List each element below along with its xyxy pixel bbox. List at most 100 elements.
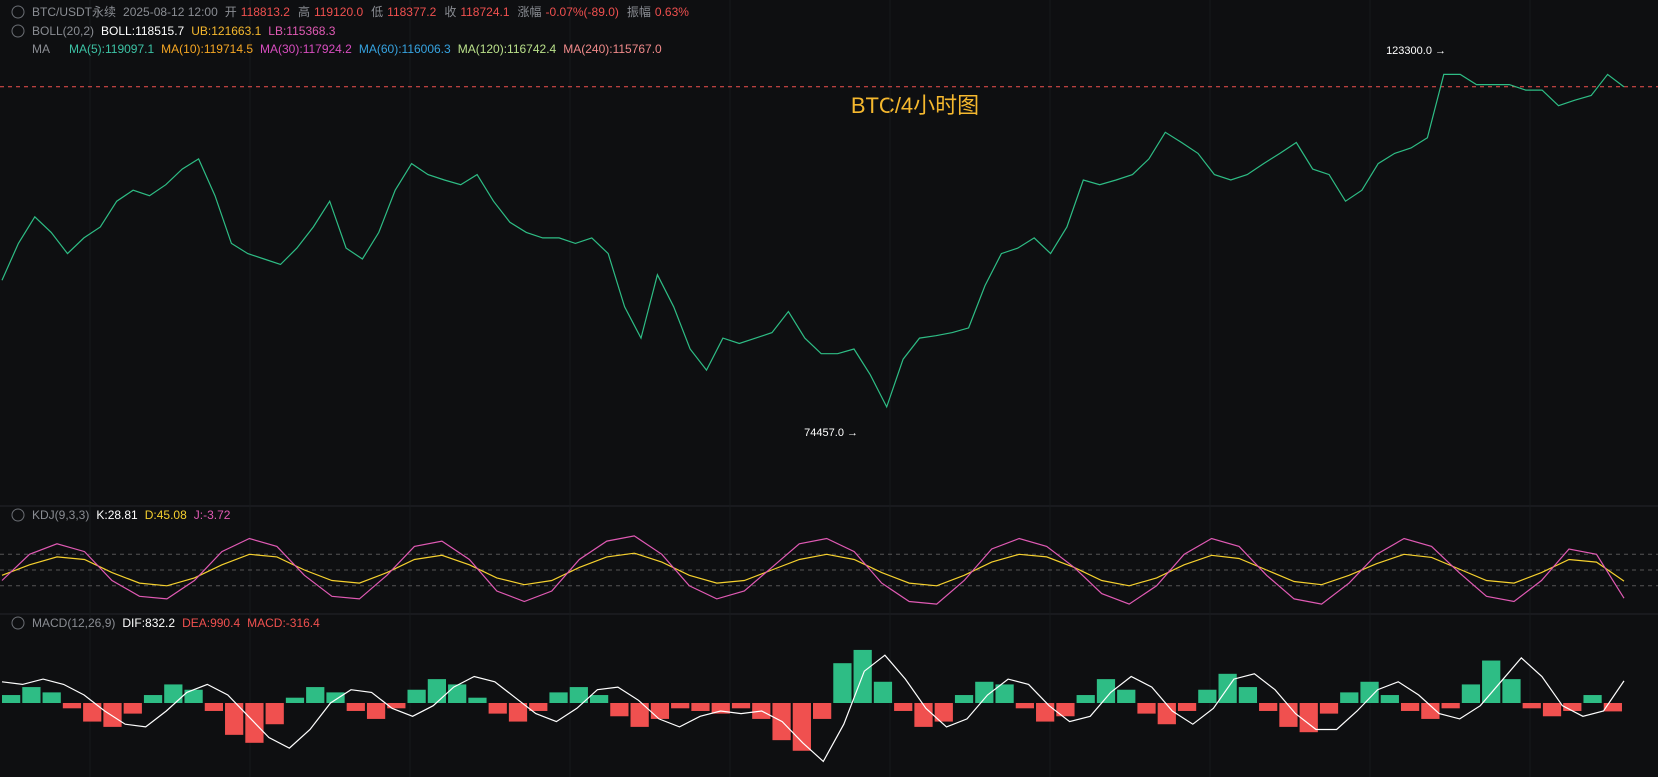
histogram-bar xyxy=(1319,703,1339,714)
toggle[interactable] xyxy=(11,24,25,38)
field-label: 低 xyxy=(371,5,384,19)
indicator-name: MACD(12,26,9) xyxy=(32,616,116,630)
histogram-bar xyxy=(1279,703,1298,727)
histogram-bar xyxy=(630,703,649,727)
histogram-bar xyxy=(1238,687,1258,703)
indicator-name: KDJ(9,3,3) xyxy=(32,508,90,522)
indicator-value: MA(30):117924.2 xyxy=(260,42,352,56)
low-annotation: 74457.0 → xyxy=(804,427,858,439)
indicator-value: MA(120):116742.4 xyxy=(457,42,557,56)
histogram-bar xyxy=(204,703,223,711)
histogram-bar xyxy=(894,703,913,711)
kdj-items: K:28.81 D:45.08 J:-3.72 xyxy=(96,507,230,523)
indicator-value: DEA:990.4 xyxy=(182,616,241,630)
histogram-bar xyxy=(2,695,21,703)
indicator-value: MA(60):116006.3 xyxy=(358,42,451,56)
histogram-bar xyxy=(1421,703,1440,719)
histogram-bar xyxy=(488,703,507,714)
histogram-bar xyxy=(1563,703,1582,711)
histogram-bar xyxy=(387,703,406,709)
histogram-bar xyxy=(1583,695,1602,703)
histogram-bar xyxy=(448,684,467,703)
histogram-bar xyxy=(1036,703,1055,722)
histogram-bar xyxy=(833,663,852,703)
indicator-value: LB:115368.3 xyxy=(268,24,336,38)
field-value: 118377.2 xyxy=(387,5,437,19)
histogram-bar xyxy=(813,703,832,719)
histogram-bar xyxy=(995,684,1014,703)
histogram-bar xyxy=(1603,703,1622,712)
histogram-bar xyxy=(1542,703,1562,717)
indicator-value: J:-3.72 xyxy=(193,508,231,522)
toggle[interactable] xyxy=(11,616,25,630)
macd-items: DIF:832.2 DEA:990.4 MACD:-316.4 xyxy=(122,615,319,631)
histogram-bar xyxy=(366,703,386,719)
histogram-bar xyxy=(346,703,365,711)
histogram-bar xyxy=(934,703,953,722)
indicator-value: MA(240):115767.0 xyxy=(563,42,662,56)
histogram-bar xyxy=(468,697,487,703)
histogram-bar xyxy=(1522,703,1541,709)
histogram-bar xyxy=(1015,703,1034,709)
histogram-bar xyxy=(1056,703,1075,717)
field-label: 涨幅 xyxy=(517,5,542,19)
toggle[interactable] xyxy=(11,5,25,19)
histogram-bar xyxy=(914,703,933,727)
series-line xyxy=(1,552,1625,587)
histogram-bar xyxy=(143,695,163,703)
toggles xyxy=(11,5,25,630)
histogram-bar xyxy=(1502,679,1521,703)
histogram-bar xyxy=(589,695,609,703)
histogram-bar xyxy=(123,703,142,714)
macd-row: MACD(12,26,9) DIF:832.2 DEA:990.4 MACD:-316… xyxy=(32,615,320,631)
histogram-bar xyxy=(954,695,974,703)
histogram-bar xyxy=(691,703,710,711)
histogram-bar xyxy=(711,703,730,714)
histogram-bar xyxy=(610,703,629,717)
toggle[interactable] xyxy=(11,508,25,522)
histogram-bar xyxy=(164,684,183,703)
histogram-bar xyxy=(1482,660,1501,703)
series-line xyxy=(1,535,1625,605)
field-value: 118724.1 xyxy=(460,5,510,19)
histogram-bar xyxy=(1177,703,1197,711)
histogram-bar xyxy=(1360,681,1379,703)
field-label: 收 xyxy=(444,5,457,19)
histogram-bar xyxy=(1076,695,1095,703)
histogram-bar xyxy=(873,681,893,703)
histogram-bar xyxy=(569,687,588,703)
histogram-bar xyxy=(1461,684,1481,703)
histogram-bar xyxy=(306,687,325,703)
boll-items: BOLL:118515.7 UB:121663.1 LB:115368.3 xyxy=(101,23,335,39)
histogram-bar xyxy=(103,703,122,727)
header-row: BTC/USDT永续 2025-08-12 12:00 开 118813.2 高 11… xyxy=(32,4,693,20)
histogram-bar xyxy=(42,692,61,703)
histogram-bar xyxy=(265,703,284,725)
kdj-row: KDJ(9,3,3) K:28.81 D:45.08 J:-3.72 xyxy=(32,507,230,523)
field-label: 开 xyxy=(224,5,237,19)
histogram-bar xyxy=(83,703,102,722)
histogram-bar xyxy=(549,692,568,703)
field-value: 0.63% xyxy=(654,5,689,19)
histogram-bar xyxy=(1380,695,1399,703)
indicator-name: BOLL(20,2) xyxy=(32,24,95,38)
indicator-value: K:28.81 xyxy=(96,508,138,522)
indicator-value: MACD:-316.4 xyxy=(247,616,320,630)
indicator-value: UB:121663.1 xyxy=(191,24,262,38)
histogram-bar xyxy=(326,692,345,703)
histogram-bar xyxy=(792,703,811,751)
field-value: 119120.0 xyxy=(313,5,364,19)
indicator-value: BOLL:118515.7 xyxy=(101,24,185,38)
high-annotation: 123300.0 → xyxy=(1386,45,1446,57)
histogram-bar xyxy=(1117,689,1136,703)
histogram-bar xyxy=(671,703,690,709)
symbol: BTC/USDT永续 xyxy=(32,5,117,19)
histogram-bar xyxy=(1157,703,1176,725)
indicator-value: D:45.08 xyxy=(144,508,187,522)
indicator-value: MA(10):119714.5 xyxy=(161,42,254,56)
field-value: 118813.2 xyxy=(240,5,290,19)
series-line xyxy=(1,73,1625,409)
histogram-bar xyxy=(285,697,305,703)
histogram-bar xyxy=(1259,703,1278,711)
histogram-bar xyxy=(1096,679,1116,703)
